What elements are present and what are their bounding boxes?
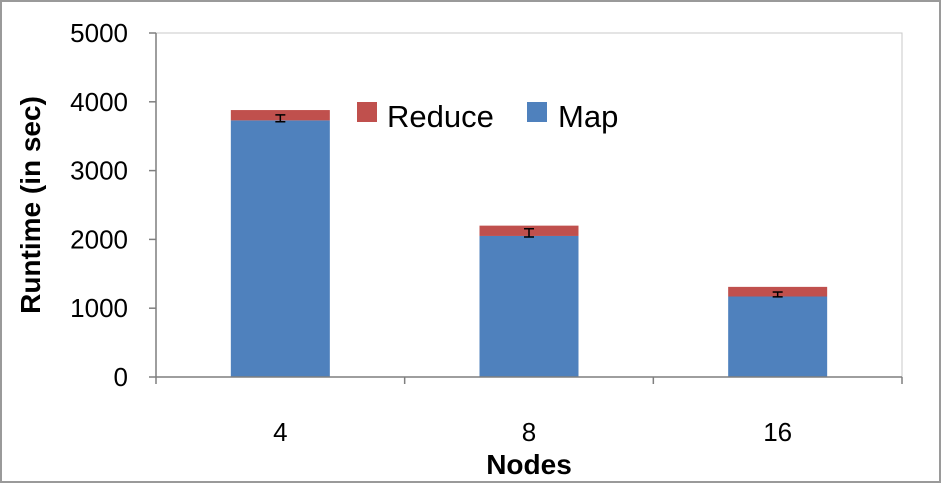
legend-swatch-reduce <box>357 102 377 122</box>
legend: Reduce Map <box>357 99 618 134</box>
y-tick-label: 4000 <box>70 87 128 117</box>
y-tick-label: 2000 <box>70 224 128 254</box>
bar-map-4 <box>230 120 330 377</box>
error-bar-16 <box>772 291 783 298</box>
x-tick-label: 4 <box>273 417 287 447</box>
error-bar-8 <box>524 227 534 238</box>
legend-swatch-map <box>527 102 547 122</box>
error-bar-4 <box>275 114 286 123</box>
y-axis-ticks: 0 1000 2000 3000 4000 5000 <box>70 18 156 392</box>
y-tick-label: 1000 <box>70 293 128 323</box>
x-axis-title: Nodes <box>486 449 572 480</box>
x-axis-ticks: 4 8 16 <box>155 377 903 447</box>
bar-map-8 <box>479 235 579 377</box>
legend-label-reduce: Reduce <box>387 99 494 134</box>
y-tick-label: 5000 <box>70 18 128 48</box>
y-tick-label: 0 <box>114 362 128 392</box>
error-bars-layer <box>275 114 783 298</box>
x-tick-label: 16 <box>763 417 792 447</box>
y-tick-label: 3000 <box>70 156 128 186</box>
legend-label-map: Map <box>558 99 618 134</box>
y-axis-title: Runtime (in sec) <box>15 96 46 314</box>
bar-map-16 <box>728 296 828 377</box>
x-tick-label: 8 <box>522 417 536 447</box>
